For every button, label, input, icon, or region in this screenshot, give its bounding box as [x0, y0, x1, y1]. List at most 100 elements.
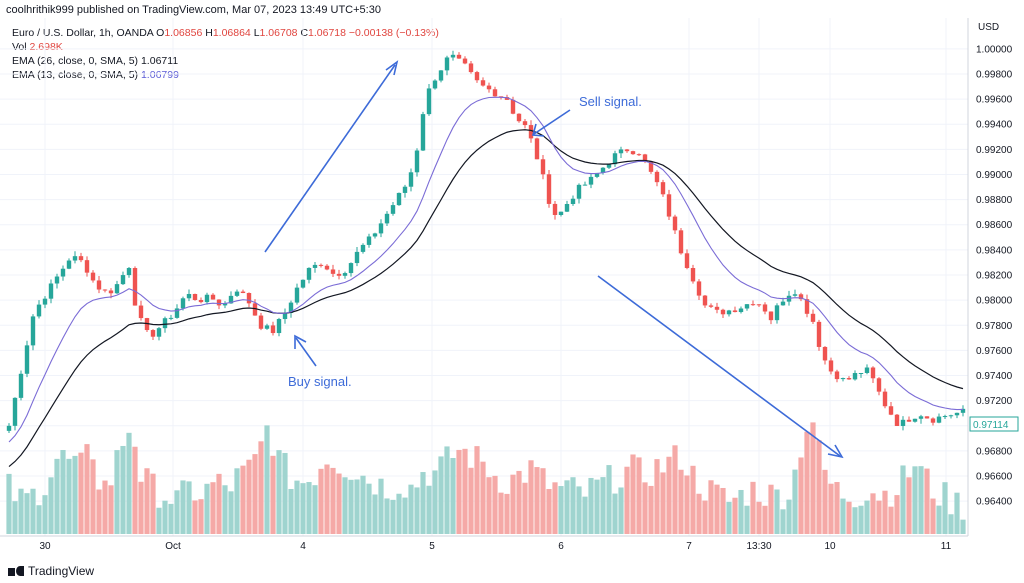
volume-label: Vol	[12, 41, 27, 53]
y-tick-label: 0.97800	[976, 321, 1013, 332]
tradingview-logo[interactable]: TradingView	[8, 564, 94, 578]
candle-body	[534, 138, 540, 160]
symbol-label[interactable]: Euro / U.S. Dollar, 1h, OANDA	[12, 27, 154, 39]
candle-body	[300, 279, 306, 288]
volume-bar	[498, 492, 504, 534]
volume-bar	[198, 499, 204, 534]
volume-bar	[294, 480, 300, 534]
y-axis-ticks[interactable]: 1.00000 0.99800 0.99600 0.99400 0.99200 0.990…	[976, 44, 1013, 507]
volume-bar	[816, 440, 822, 534]
y-tick-label: 0.98400	[976, 245, 1013, 256]
candle-body	[6, 425, 12, 431]
candle-body	[828, 360, 834, 372]
volume-bar	[900, 465, 906, 534]
volume-bar	[750, 481, 756, 534]
volume-bar	[522, 482, 528, 534]
candle-body	[480, 80, 486, 86]
volume-bar	[360, 475, 366, 534]
candle-body	[900, 419, 906, 426]
x-axis-ticks[interactable]: 30 Oct 4 5 6 7 13:30 10 11	[39, 541, 951, 552]
volume-bar	[570, 477, 576, 534]
volume-bar	[204, 483, 210, 534]
volume-bar	[588, 477, 594, 534]
volume-bar	[762, 505, 768, 534]
candle-body	[540, 159, 546, 175]
volume-bar	[348, 479, 354, 534]
volume-bar	[492, 475, 498, 534]
volume-bar	[690, 465, 696, 534]
y-tick-label: 0.97600	[976, 346, 1013, 357]
candle-body	[840, 378, 846, 380]
volume-bar	[732, 497, 738, 534]
volume-bar	[468, 467, 474, 534]
candle-body	[258, 315, 264, 329]
volume-bar	[864, 500, 870, 534]
candle-body	[594, 172, 600, 177]
candle-body	[174, 308, 180, 318]
ema13-label: EMA (13, close, 0, SMA, 5)	[12, 69, 139, 81]
candle-body	[18, 373, 24, 398]
volume-bar	[342, 477, 348, 534]
candle-body	[390, 205, 396, 214]
y-tick-label: 0.96400	[976, 497, 1013, 508]
x-tick-label: 11	[941, 541, 952, 552]
candle-body	[240, 291, 246, 294]
candle-body	[516, 113, 522, 122]
candle-body	[108, 290, 114, 294]
volume-bar	[954, 492, 960, 534]
candle-body	[216, 299, 222, 306]
volume-bar	[924, 468, 930, 534]
volume-bar	[672, 445, 678, 534]
candle-body	[678, 230, 684, 254]
candle-body	[330, 269, 336, 274]
legend-ema13-row[interactable]: EMA (13, close, 0, SMA, 5) 1.06799	[12, 68, 439, 82]
volume-bar	[162, 500, 168, 534]
volume-bar	[270, 455, 276, 534]
candle-body	[816, 321, 822, 347]
volume-bar	[774, 489, 780, 534]
price-chart[interactable]: USD 1.00000 0.99800 0.99600 0.99400 0.99200 0…	[0, 0, 1024, 562]
volume-bar	[300, 483, 306, 534]
brand-label: TradingView	[28, 564, 95, 578]
volume-bar	[912, 466, 918, 534]
candle-body	[156, 328, 162, 337]
volume-bar	[624, 466, 630, 534]
volume-bar	[600, 477, 606, 534]
candle-body	[12, 397, 18, 426]
volume-bar	[906, 477, 912, 534]
candle-body	[654, 171, 660, 183]
candle-body	[756, 304, 762, 306]
candle-body	[894, 414, 900, 426]
candle-body	[72, 256, 78, 261]
y-tick-label: 0.99600	[976, 95, 1013, 106]
candle-body	[432, 80, 438, 89]
volume-bar	[366, 483, 372, 534]
candle-body	[708, 305, 714, 307]
candle-body	[780, 301, 786, 306]
volume-value: 2.698K	[29, 41, 63, 53]
x-tick-label: 7	[686, 541, 692, 552]
candle-body	[660, 182, 666, 195]
volume-bar	[282, 452, 288, 534]
high-label: H	[205, 27, 213, 39]
candle-body	[744, 304, 750, 309]
change-value: −0.00138 (−0.13%)	[348, 27, 439, 39]
volume-bar	[240, 465, 246, 534]
volume-bar	[216, 473, 222, 534]
ema26-label: EMA (26, close, 0, SMA, 5)	[12, 55, 139, 67]
x-tick-label: Oct	[165, 541, 181, 552]
volume-bar	[168, 503, 174, 534]
volume-bar	[330, 467, 336, 534]
volume-bar	[546, 489, 552, 534]
candle-body	[324, 265, 330, 270]
legend-ohlc-row: Euro / U.S. Dollar, 1h, OANDA O1.06856 H…	[12, 26, 439, 40]
volume-bar	[210, 482, 216, 534]
candle-body	[732, 310, 738, 313]
legend-volume-row[interactable]: Vol 2.698K	[12, 40, 439, 54]
volume-bar	[306, 482, 312, 534]
volume-bar	[768, 484, 774, 534]
y-tick-label: 0.96600	[976, 472, 1013, 483]
legend-ema26-row[interactable]: EMA (26, close, 0, SMA, 5) 1.06711	[12, 54, 439, 68]
volume-bar	[42, 495, 48, 534]
candle-body	[168, 317, 174, 319]
